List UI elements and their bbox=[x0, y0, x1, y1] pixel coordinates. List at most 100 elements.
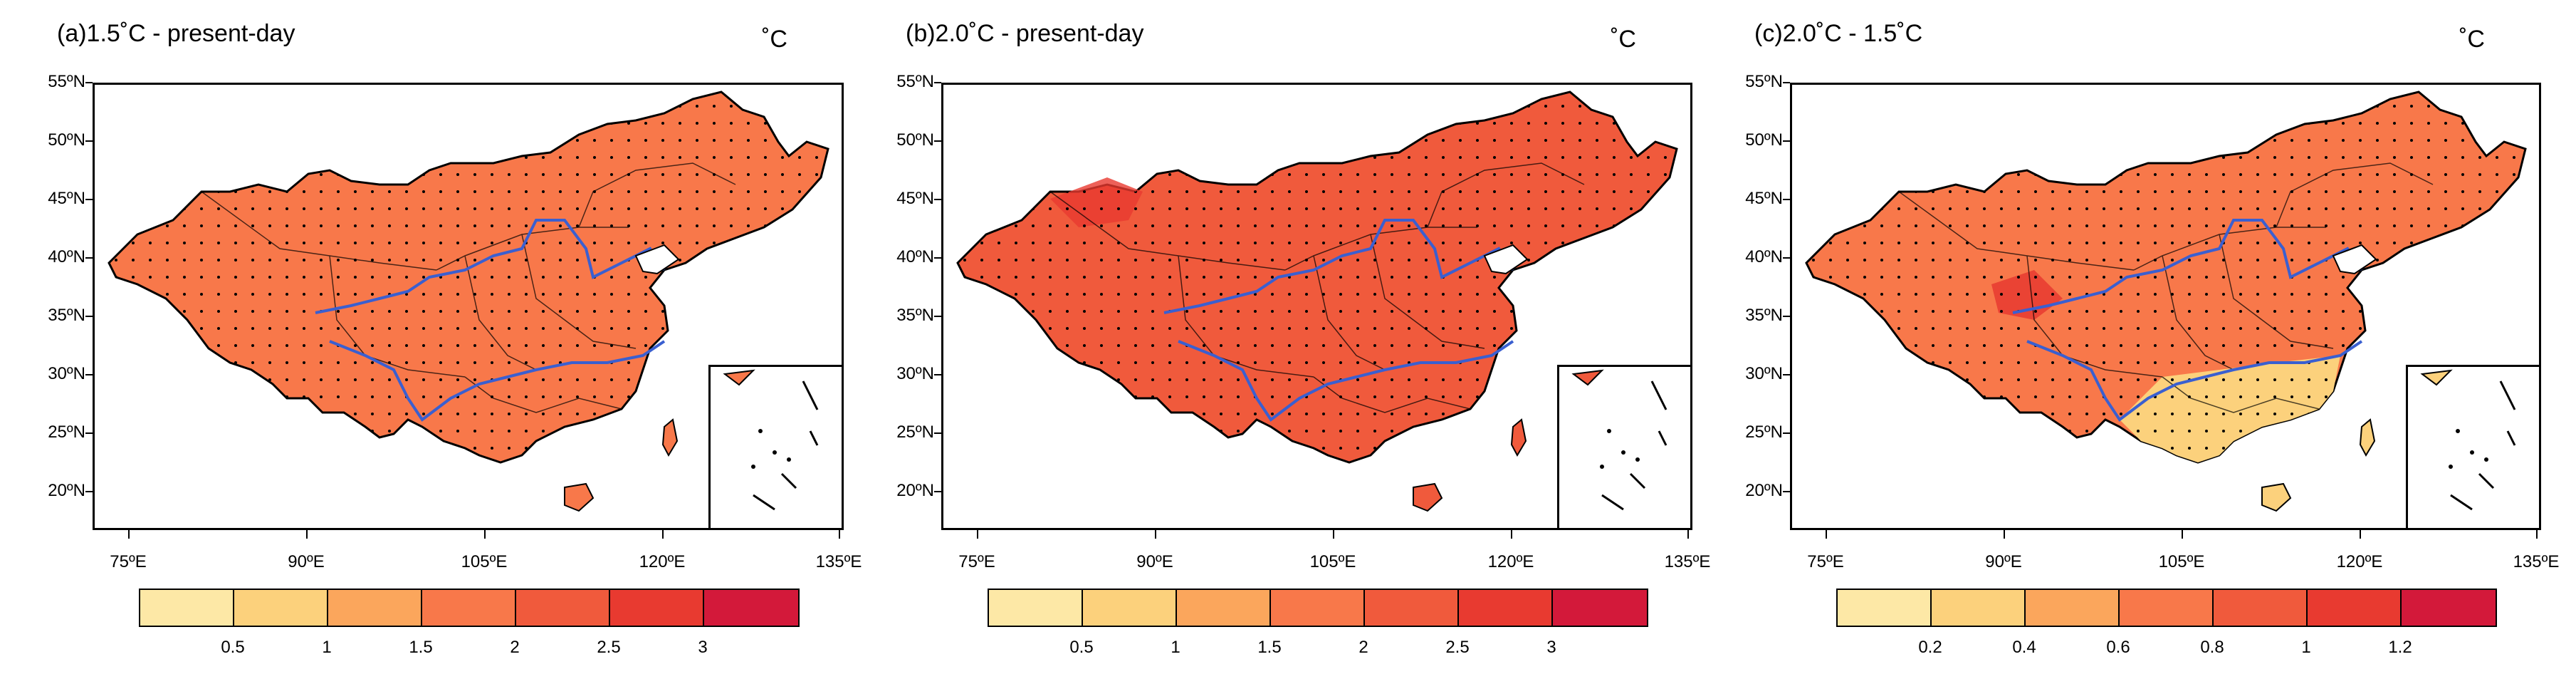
south-china-sea-inset bbox=[2406, 365, 2539, 528]
lat-tick bbox=[934, 140, 941, 142]
stippling-icon bbox=[1806, 92, 2525, 462]
colorbar-box bbox=[1177, 590, 1271, 626]
colorbar-label: 0.8 bbox=[2200, 638, 2224, 657]
lat-tick bbox=[1783, 316, 1790, 317]
lon-tick bbox=[128, 530, 130, 539]
lon-label: 75ºE bbox=[958, 552, 995, 571]
hainan-island bbox=[564, 482, 595, 512]
lat-label: 20ºN bbox=[896, 481, 934, 500]
colorbar-box bbox=[2214, 590, 2308, 626]
lat-label: 50ºN bbox=[1745, 130, 1783, 150]
south-china-sea-inset-icon bbox=[2420, 369, 2516, 511]
lat-label: 40ºN bbox=[48, 247, 85, 266]
south-china-sea-inset-icon bbox=[723, 369, 819, 511]
lat-label: 50ºN bbox=[896, 130, 934, 150]
unit-label: ˚C bbox=[762, 26, 787, 53]
lon-tick bbox=[977, 530, 978, 539]
colorbar-label: 1 bbox=[322, 638, 332, 657]
colorbar-label: 1.5 bbox=[409, 638, 433, 657]
colorbar-box bbox=[610, 590, 704, 626]
lon-label: 105ºE bbox=[1309, 552, 1356, 571]
lon-label: 120ºE bbox=[2336, 552, 2383, 571]
colorbar-box bbox=[1932, 590, 2026, 626]
hainan-island bbox=[2261, 482, 2292, 512]
colorbar-box bbox=[422, 590, 516, 626]
colorbar-box bbox=[1553, 590, 1647, 626]
colorbar-label: 1 bbox=[2301, 638, 2311, 657]
lon-tick bbox=[1333, 530, 1334, 539]
lon-tick bbox=[1511, 530, 1512, 539]
colorbar-box bbox=[1271, 590, 1365, 626]
lat-tick bbox=[85, 316, 93, 317]
map-frame bbox=[1790, 83, 2541, 530]
lat-tick bbox=[934, 82, 941, 83]
colorbar-label: 1.2 bbox=[2388, 638, 2412, 657]
lat-label: 30ºN bbox=[1745, 364, 1783, 383]
panel-title: (a)1.5˚C - present-day bbox=[57, 20, 295, 47]
south-china-sea-inset bbox=[1557, 365, 1690, 528]
lon-label: 75ºE bbox=[1807, 552, 1844, 571]
colorbar-label: 0.4 bbox=[2012, 638, 2036, 657]
lat-tick bbox=[1783, 432, 1790, 434]
lon-label: 135ºE bbox=[1664, 552, 1711, 571]
colorbar-label: 2.5 bbox=[1445, 638, 1470, 657]
colorbar-box bbox=[1083, 590, 1177, 626]
lon-tick bbox=[1687, 530, 1689, 539]
taiwan-island bbox=[661, 418, 679, 457]
map-frame bbox=[93, 83, 844, 530]
colorbar-label: 1.5 bbox=[1257, 638, 1282, 657]
lon-label: 75ºE bbox=[110, 552, 147, 571]
lat-label: 50ºN bbox=[48, 130, 85, 150]
colorbar-label: 3 bbox=[1546, 638, 1556, 657]
unit-label: ˚C bbox=[2459, 26, 2485, 53]
lat-tick bbox=[1783, 140, 1790, 142]
lat-label: 30ºN bbox=[48, 364, 85, 383]
colorbar-box bbox=[328, 590, 422, 626]
colorbar-box bbox=[1459, 590, 1553, 626]
lat-label: 55ºN bbox=[896, 72, 934, 91]
colorbar-box bbox=[140, 590, 234, 626]
colorbar-label: 3 bbox=[698, 638, 708, 657]
yellow-river-icon bbox=[315, 219, 666, 314]
china-map-icon bbox=[108, 90, 829, 512]
lat-tick bbox=[1783, 199, 1790, 200]
lat-label: 45ºN bbox=[896, 189, 934, 208]
panel-title: (b)2.0˚C - present-day bbox=[906, 20, 1144, 47]
panel-a: (a)1.5˚C - present-day ˚C 55ºN 50ºN 45ºN… bbox=[0, 0, 862, 679]
lat-tick bbox=[1783, 257, 1790, 259]
colorbar-box bbox=[234, 590, 328, 626]
colorbar-label: 2 bbox=[510, 638, 520, 657]
colorbar-box bbox=[704, 590, 798, 626]
lat-tick bbox=[934, 432, 941, 434]
colorbar bbox=[988, 589, 1648, 627]
lat-label: 35ºN bbox=[48, 306, 85, 325]
lat-label: 55ºN bbox=[48, 72, 85, 91]
china-map-icon bbox=[956, 90, 1678, 512]
lat-tick bbox=[934, 199, 941, 200]
lat-tick bbox=[85, 491, 93, 492]
colorbar-label: 2 bbox=[1358, 638, 1368, 657]
lat-tick bbox=[934, 491, 941, 492]
panel-b: (b)2.0˚C - present-day ˚C 55ºN 50ºN 45ºN… bbox=[849, 0, 1710, 679]
lat-tick bbox=[934, 257, 941, 259]
stippling-icon bbox=[109, 92, 828, 462]
lon-label: 90ºE bbox=[1985, 552, 2022, 571]
yangtze-river-icon bbox=[1178, 340, 1514, 422]
lon-tick bbox=[662, 530, 664, 539]
colorbar-label: 1 bbox=[1171, 638, 1180, 657]
colorbar bbox=[1836, 589, 2497, 627]
south-china-sea-inset-icon bbox=[1571, 369, 1667, 511]
lat-label: 30ºN bbox=[896, 364, 934, 383]
unit-label: ˚C bbox=[1611, 26, 1636, 53]
colorbar bbox=[139, 589, 800, 627]
lat-tick bbox=[85, 82, 93, 83]
lat-tick bbox=[1783, 374, 1790, 375]
stippling-icon bbox=[958, 92, 1677, 462]
lat-label: 40ºN bbox=[896, 247, 934, 266]
yangtze-river-icon bbox=[329, 340, 666, 422]
lon-tick bbox=[2536, 530, 2538, 539]
lon-label: 120ºE bbox=[1487, 552, 1534, 571]
lat-label: 20ºN bbox=[48, 481, 85, 500]
bohai-sea bbox=[634, 244, 680, 275]
lon-tick bbox=[1155, 530, 1156, 539]
